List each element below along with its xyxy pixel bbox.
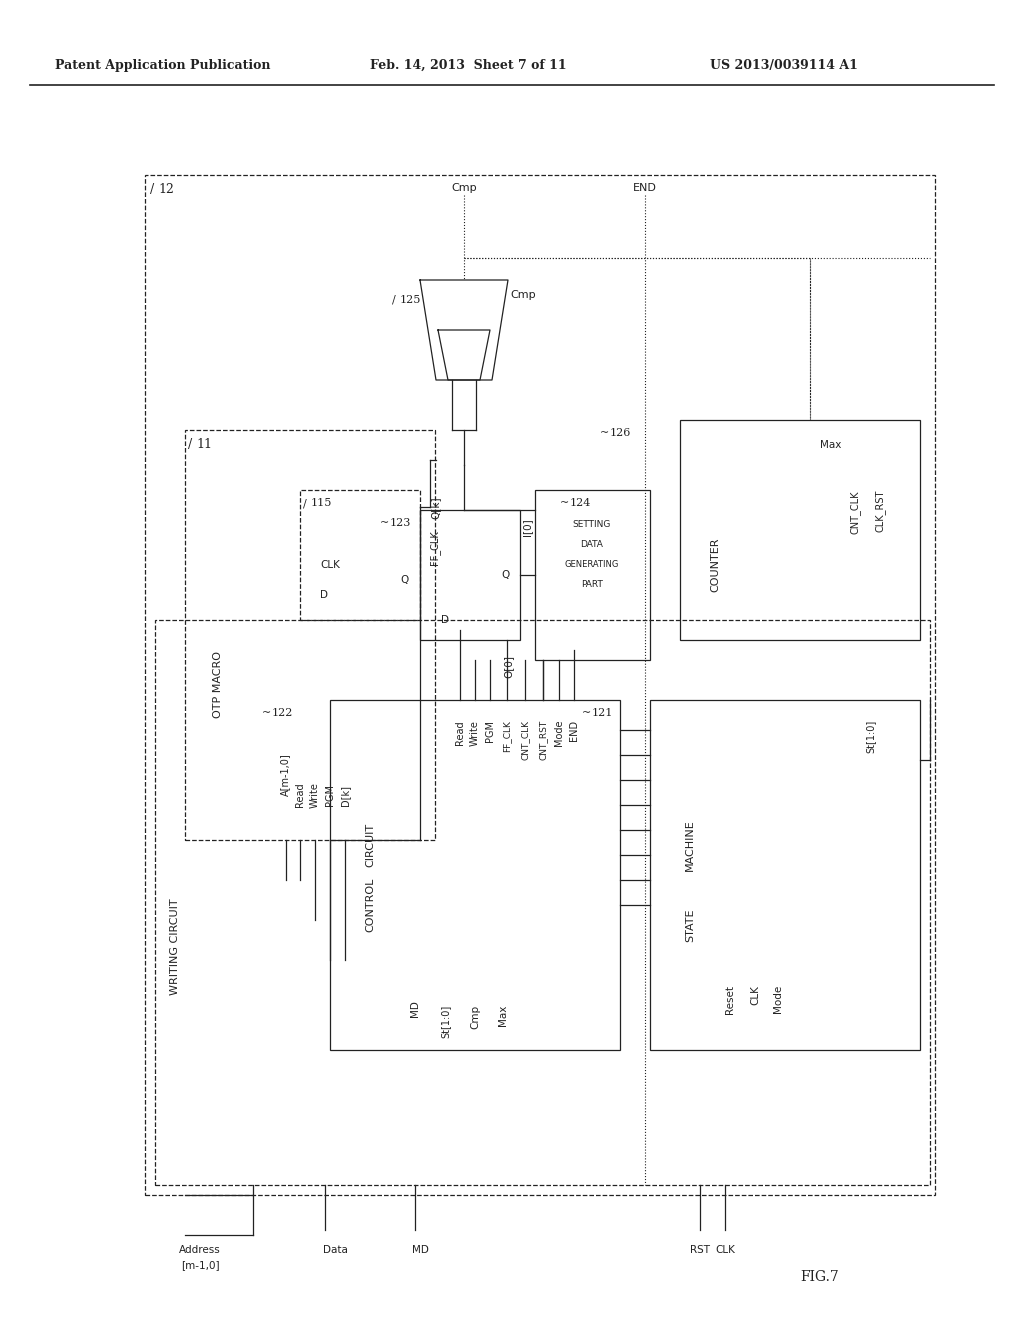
Text: /: / <box>150 183 155 195</box>
Text: MD: MD <box>410 1001 420 1016</box>
Text: CNT_RST: CNT_RST <box>539 719 548 760</box>
Text: 115: 115 <box>311 498 333 508</box>
Bar <box>300 490 420 620</box>
Text: CONTROL: CONTROL <box>365 878 375 932</box>
Text: MACHINE: MACHINE <box>685 820 695 871</box>
Text: CIRCUIT: CIRCUIT <box>365 822 375 867</box>
Text: Q: Q <box>400 576 409 585</box>
Bar <box>535 490 650 660</box>
Text: US 2013/0039114 A1: US 2013/0039114 A1 <box>710 58 858 71</box>
Text: 124: 124 <box>570 498 592 508</box>
Text: Q: Q <box>501 570 509 579</box>
Text: Write: Write <box>310 781 319 808</box>
Text: 12: 12 <box>158 183 174 195</box>
Text: [m-1,0]: [m-1,0] <box>180 1261 219 1270</box>
Text: ~: ~ <box>560 498 569 508</box>
Text: GENERATING: GENERATING <box>565 560 620 569</box>
Text: 126: 126 <box>610 428 632 438</box>
Text: CNT_CLK: CNT_CLK <box>850 490 860 533</box>
Text: END: END <box>569 719 579 741</box>
Text: SETTING: SETTING <box>572 520 611 529</box>
Text: CLK_RST: CLK_RST <box>874 490 886 532</box>
Text: CLK: CLK <box>715 1245 735 1255</box>
Text: D[k]: D[k] <box>340 784 350 805</box>
Text: /: / <box>188 438 193 451</box>
Text: ~: ~ <box>262 708 271 718</box>
Text: Patent Application Publication: Patent Application Publication <box>55 58 270 71</box>
Bar <box>145 176 935 1195</box>
Text: 125: 125 <box>400 294 421 305</box>
Text: FF_CLK: FF_CLK <box>429 531 440 565</box>
Text: PGM: PGM <box>325 784 335 807</box>
Text: ~: ~ <box>600 428 609 438</box>
Text: MD: MD <box>412 1245 428 1255</box>
Text: CNT_CLK: CNT_CLK <box>520 719 529 760</box>
Text: Data: Data <box>323 1245 347 1255</box>
Bar <box>650 700 920 1049</box>
Text: 121: 121 <box>592 708 613 718</box>
Bar <box>330 700 620 1049</box>
Bar <box>680 420 920 640</box>
Text: O[0]: O[0] <box>503 655 513 678</box>
Text: Address: Address <box>179 1245 221 1255</box>
Bar <box>155 620 930 1185</box>
Text: PGM: PGM <box>485 719 495 742</box>
Text: Read: Read <box>295 783 305 808</box>
Text: STATE: STATE <box>685 908 695 941</box>
Text: Max: Max <box>498 1005 508 1027</box>
Text: FF_CLK: FF_CLK <box>503 719 512 752</box>
Text: /: / <box>392 294 395 305</box>
Text: D: D <box>441 615 449 624</box>
Text: Mode: Mode <box>773 985 783 1014</box>
Text: 122: 122 <box>272 708 293 718</box>
Text: COUNTER: COUNTER <box>710 537 720 593</box>
Text: A[m-1,0]: A[m-1,0] <box>280 754 290 796</box>
Text: ~: ~ <box>380 517 389 528</box>
Text: WRITING CIRCUIT: WRITING CIRCUIT <box>170 899 180 995</box>
Text: Mode: Mode <box>554 719 564 747</box>
Text: Cmp: Cmp <box>452 183 477 193</box>
Text: 123: 123 <box>390 517 412 528</box>
Text: DATA: DATA <box>581 540 603 549</box>
Text: PART: PART <box>581 579 603 589</box>
Text: I[0]: I[0] <box>522 517 532 536</box>
Text: /: / <box>303 498 307 508</box>
Text: CLK: CLK <box>750 985 760 1005</box>
Text: D: D <box>319 590 328 601</box>
Text: Cmp: Cmp <box>470 1005 480 1030</box>
Text: RST: RST <box>690 1245 710 1255</box>
Text: Feb. 14, 2013  Sheet 7 of 11: Feb. 14, 2013 Sheet 7 of 11 <box>370 58 566 71</box>
Text: Cmp: Cmp <box>510 290 536 300</box>
Text: St[1:0]: St[1:0] <box>440 1005 450 1039</box>
Text: END: END <box>633 183 657 193</box>
Bar <box>420 510 520 640</box>
Text: Write: Write <box>470 719 480 746</box>
Text: ~: ~ <box>582 708 591 718</box>
Text: 11: 11 <box>196 438 212 451</box>
Bar <box>185 430 435 840</box>
Text: St[1:0]: St[1:0] <box>865 719 874 754</box>
Text: OTP MACRO: OTP MACRO <box>213 652 223 718</box>
Text: Reset: Reset <box>725 985 735 1014</box>
Text: FIG.7: FIG.7 <box>801 1270 840 1284</box>
Text: Q[k]: Q[k] <box>430 496 440 519</box>
Text: Max: Max <box>820 440 842 450</box>
Text: Read: Read <box>455 719 465 744</box>
Text: CLK: CLK <box>319 560 340 570</box>
